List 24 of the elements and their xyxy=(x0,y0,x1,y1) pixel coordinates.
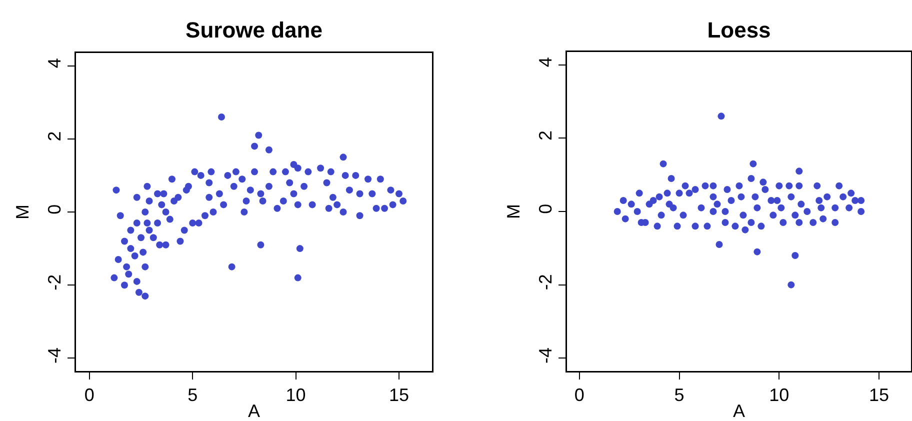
x-tick-label: 15 xyxy=(869,385,890,406)
x-axis-title: A xyxy=(732,401,746,421)
y-axis-title: M xyxy=(504,204,524,219)
y-tick-label: 0 xyxy=(535,204,556,214)
y-tick-label: -2 xyxy=(535,274,556,290)
y-tick-label: -4 xyxy=(44,348,64,364)
x-tick-label: 15 xyxy=(388,385,409,406)
x-tick-label: 10 xyxy=(286,385,306,406)
x-tick-label: 0 xyxy=(84,385,94,406)
y-tick-label: 4 xyxy=(44,58,64,68)
x-tick-label: 10 xyxy=(769,385,790,406)
y-tick-label: -2 xyxy=(44,274,64,290)
chart-title: Loess xyxy=(707,18,771,43)
y-tick-label: -4 xyxy=(535,347,556,364)
y-tick-label: 2 xyxy=(44,131,64,142)
x-axis-title: A xyxy=(248,401,260,421)
y-tick-label: 2 xyxy=(535,130,556,140)
y-tick-label: 0 xyxy=(44,204,64,214)
chart-title: Surowe dane xyxy=(186,18,322,43)
y-tick-label: 4 xyxy=(535,57,556,68)
x-tick-label: 0 xyxy=(574,385,584,406)
x-tick-label: 5 xyxy=(674,385,684,406)
y-axis-title: M xyxy=(12,204,33,220)
x-tick-label: 5 xyxy=(188,385,198,406)
